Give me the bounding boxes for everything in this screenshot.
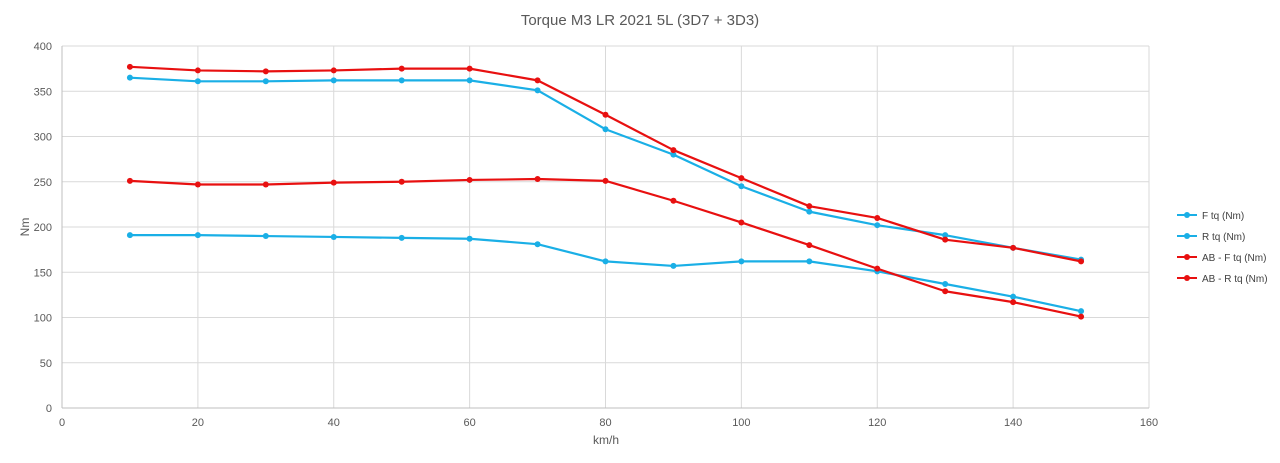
data-point: [602, 126, 609, 133]
x-tick-label: 0: [59, 417, 65, 429]
data-point: [194, 181, 201, 188]
data-point: [806, 208, 813, 215]
data-point: [126, 177, 133, 184]
data-point: [126, 74, 133, 81]
legend-label: F tq (Nm): [1202, 211, 1244, 222]
x-tick-label: 120: [868, 417, 886, 429]
data-point: [806, 203, 813, 210]
gridlines: [62, 45, 1150, 408]
y-tick-label: 400: [34, 41, 52, 53]
data-point: [738, 183, 745, 190]
data-point: [466, 65, 473, 72]
y-tick-label: 300: [34, 132, 52, 144]
data-point: [942, 236, 949, 243]
data-point: [670, 151, 677, 158]
data-point: [670, 147, 677, 154]
data-point: [398, 77, 405, 84]
legend-entry: AB - F tq (Nm): [1177, 253, 1266, 264]
data-point: [126, 232, 133, 239]
legend-entry: R tq (Nm): [1177, 232, 1245, 243]
data-point: [262, 78, 269, 85]
data-point: [738, 219, 745, 226]
y-tick-label: 0: [46, 403, 52, 415]
y-tick-label: 100: [34, 313, 52, 325]
data-point: [1078, 313, 1085, 320]
x-axis-title: km/h: [593, 433, 619, 447]
data-point: [194, 67, 201, 74]
data-point: [194, 78, 201, 85]
data-point: [942, 232, 949, 239]
data-point: [398, 65, 405, 72]
data-point: [1010, 293, 1017, 300]
x-tick-label: 80: [599, 417, 611, 429]
data-point: [262, 181, 269, 188]
data-point: [466, 235, 473, 242]
data-point: [1010, 299, 1017, 306]
data-point: [602, 177, 609, 184]
legend-label: AB - F tq (Nm): [1202, 253, 1266, 264]
x-tick-label: 100: [732, 417, 750, 429]
series-lines: [126, 63, 1085, 320]
legend-entry: AB - R tq (Nm): [1177, 274, 1268, 285]
data-point: [534, 77, 541, 84]
data-point: [738, 175, 745, 182]
legend: F tq (Nm) R tq (Nm) AB - F tq (Nm) AB - R t…: [1177, 211, 1268, 285]
data-point: [1078, 258, 1085, 265]
data-point: [398, 178, 405, 185]
axes: 0 50 100 150 200 250 300 350 400 0 20 40 60 80 100 120 1…: [34, 41, 1159, 429]
data-point: [874, 265, 881, 272]
legend-point-marker: [1184, 254, 1190, 260]
y-tick-label: 50: [40, 358, 52, 370]
data-point: [466, 77, 473, 84]
data-point: [330, 77, 337, 84]
x-tick-label: 40: [328, 417, 340, 429]
x-tick-label: 60: [464, 417, 476, 429]
data-point: [398, 234, 405, 241]
x-tick-label: 160: [1140, 417, 1158, 429]
data-point: [262, 68, 269, 75]
legend-point-marker: [1184, 212, 1190, 218]
x-tick-label: 140: [1004, 417, 1022, 429]
legend-point-marker: [1184, 275, 1190, 281]
series-3: [126, 63, 1085, 265]
data-point: [194, 232, 201, 239]
data-point: [874, 222, 881, 229]
legend-entry: F tq (Nm): [1177, 211, 1244, 222]
series-2: [126, 232, 1085, 315]
data-point: [330, 233, 337, 240]
y-tick-label: 250: [34, 177, 52, 189]
chart-title: Torque M3 LR 2021 5L (3D7 + 3D3): [521, 12, 759, 29]
data-point: [262, 233, 269, 240]
data-point: [330, 179, 337, 186]
data-point: [466, 176, 473, 183]
data-point: [874, 214, 881, 221]
data-point: [534, 87, 541, 94]
data-point: [670, 262, 677, 269]
series-4: [126, 176, 1085, 320]
y-tick-label: 200: [34, 222, 52, 234]
data-point: [670, 197, 677, 204]
y-tick-label: 150: [34, 267, 52, 279]
data-point: [534, 241, 541, 248]
data-point: [1010, 244, 1017, 251]
data-point: [942, 281, 949, 288]
data-point: [602, 258, 609, 265]
y-axis-title: Nm: [18, 218, 32, 237]
legend-label: R tq (Nm): [1202, 232, 1245, 243]
data-point: [534, 176, 541, 183]
data-point: [330, 67, 337, 74]
legend-point-marker: [1184, 233, 1190, 239]
data-point: [738, 258, 745, 265]
data-point: [1078, 308, 1085, 315]
data-point: [602, 111, 609, 118]
data-point: [942, 288, 949, 295]
x-tick-label: 20: [192, 417, 204, 429]
legend-label: AB - R tq (Nm): [1202, 274, 1268, 285]
data-point: [806, 242, 813, 249]
data-point: [806, 258, 813, 265]
y-tick-label: 350: [34, 86, 52, 98]
data-point: [126, 63, 133, 70]
